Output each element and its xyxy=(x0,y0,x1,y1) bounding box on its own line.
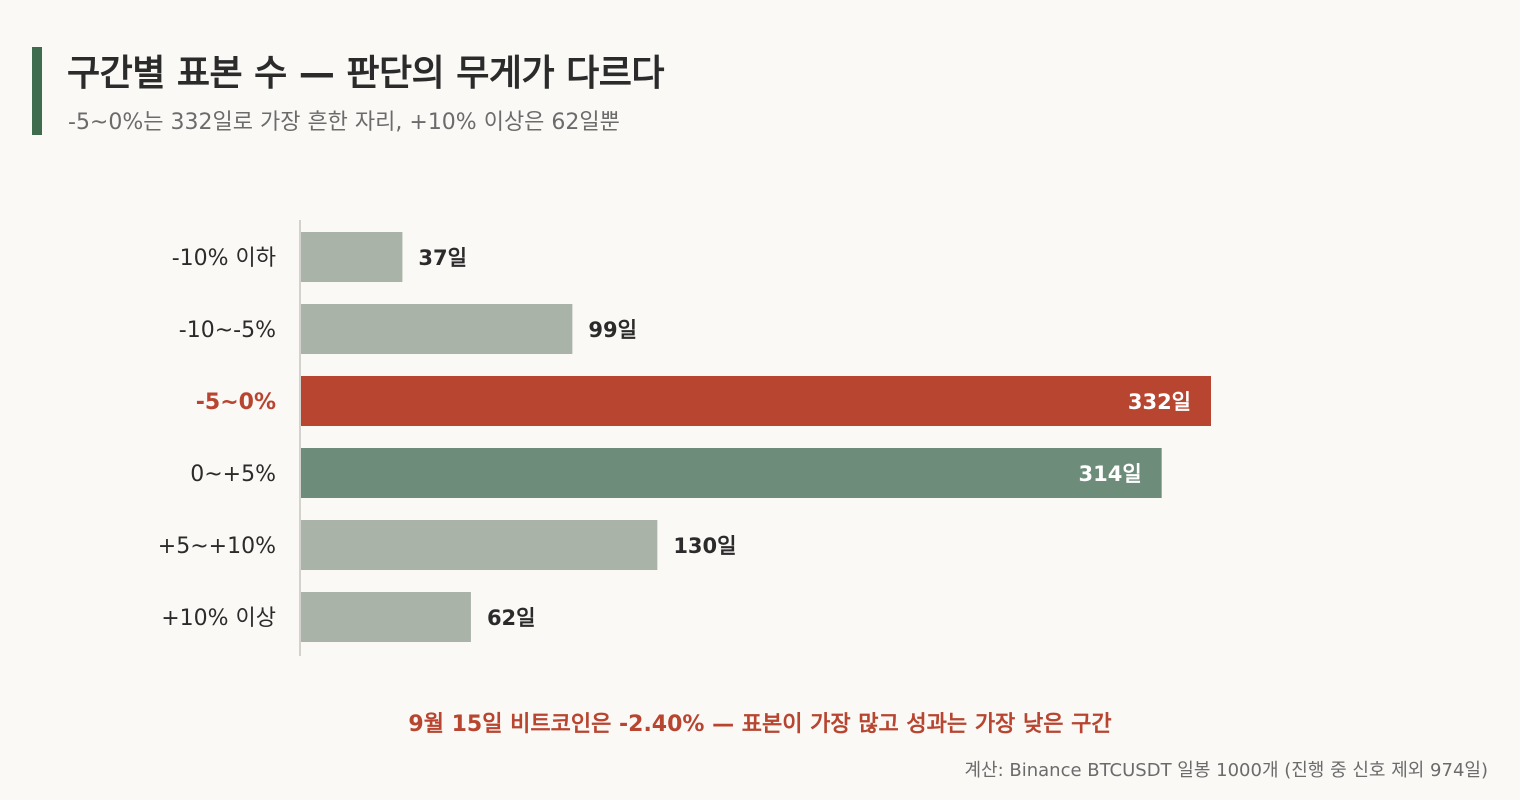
bar-3 xyxy=(301,448,1162,498)
bar-4 xyxy=(301,520,658,570)
bars-group: -10% 이하 37일 -10~-5% 99일 -5~0% 332일 0~+5% 314일 +5… xyxy=(158,232,1211,642)
category-label-5: +10% 이상 xyxy=(161,606,276,631)
chart-title: 구간별 표본 수 — 판단의 무게가 다르다 xyxy=(67,53,665,94)
title-accent-bar xyxy=(32,47,42,135)
source-note: 계산: Binance BTCUSDT 일봉 1000개 (진행 중 신호 제외… xyxy=(964,760,1488,781)
value-label-0: 37일 xyxy=(418,246,467,270)
category-label-0: -10% 이하 xyxy=(172,246,276,271)
highlight-callout: 9월 15일 비트코인은 -2.40% — 표본이 가장 많고 성과는 가장 낮… xyxy=(408,712,1112,737)
chart-subtitle: -5~0%는 332일로 가장 흔한 자리, +10% 이상은 62일뿐 xyxy=(68,110,620,135)
value-label-1: 99일 xyxy=(588,318,637,342)
bar-0 xyxy=(301,232,403,282)
value-label-3: 314일 xyxy=(1079,462,1142,486)
bar-5 xyxy=(301,592,471,642)
value-label-4: 130일 xyxy=(673,534,736,558)
bar-2 xyxy=(301,376,1211,426)
value-label-5: 62일 xyxy=(487,606,536,630)
bar-1 xyxy=(301,304,573,354)
category-label-1: -10~-5% xyxy=(179,318,276,343)
category-label-4: +5~+10% xyxy=(158,534,276,559)
category-label-3: 0~+5% xyxy=(190,462,276,487)
category-label-2: -5~0% xyxy=(196,390,276,415)
value-label-2: 332일 xyxy=(1128,390,1191,414)
